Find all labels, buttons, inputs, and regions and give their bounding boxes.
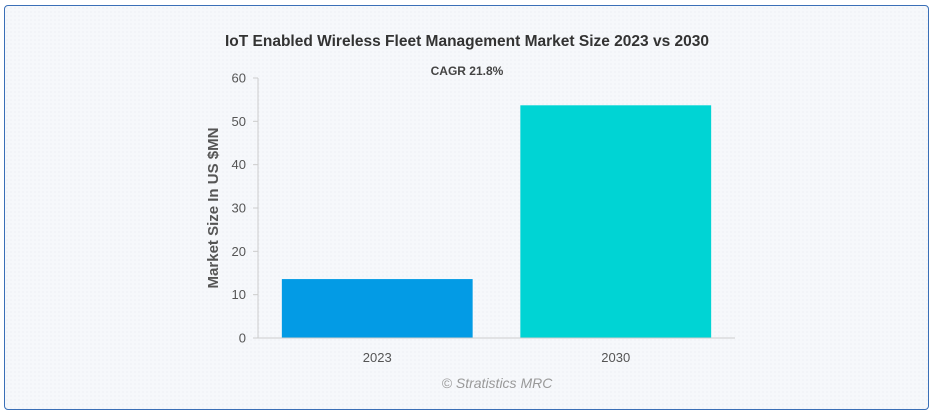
x-axis-ticks: 2023 2030 bbox=[363, 350, 630, 365]
y-tick-label: 20 bbox=[232, 244, 246, 259]
y-tick-label: 40 bbox=[232, 157, 246, 172]
credit-text: © Stratistics MRC bbox=[442, 375, 554, 391]
y-tick-label: 10 bbox=[232, 287, 246, 302]
chart-card bbox=[4, 5, 929, 410]
chart-title: IoT Enabled Wireless Fleet Management Ma… bbox=[225, 33, 709, 50]
y-tick-label: 30 bbox=[232, 201, 246, 216]
y-tick-label: 60 bbox=[232, 71, 246, 86]
x-tick-label: 2030 bbox=[601, 350, 630, 365]
y-axis-label: Market Size In US $MN bbox=[205, 128, 222, 289]
y-tick-label: 0 bbox=[239, 331, 246, 346]
bar-2030[interactable] bbox=[520, 105, 712, 338]
y-tick-label: 50 bbox=[232, 114, 246, 129]
bars-group bbox=[281, 105, 712, 338]
chart-subtitle: CAGR 21.8% bbox=[431, 64, 504, 78]
bar-2023[interactable] bbox=[281, 279, 473, 338]
x-tick-label: 2023 bbox=[363, 350, 392, 365]
y-axis-ticks: 0 10 20 30 40 50 60 bbox=[232, 71, 258, 346]
